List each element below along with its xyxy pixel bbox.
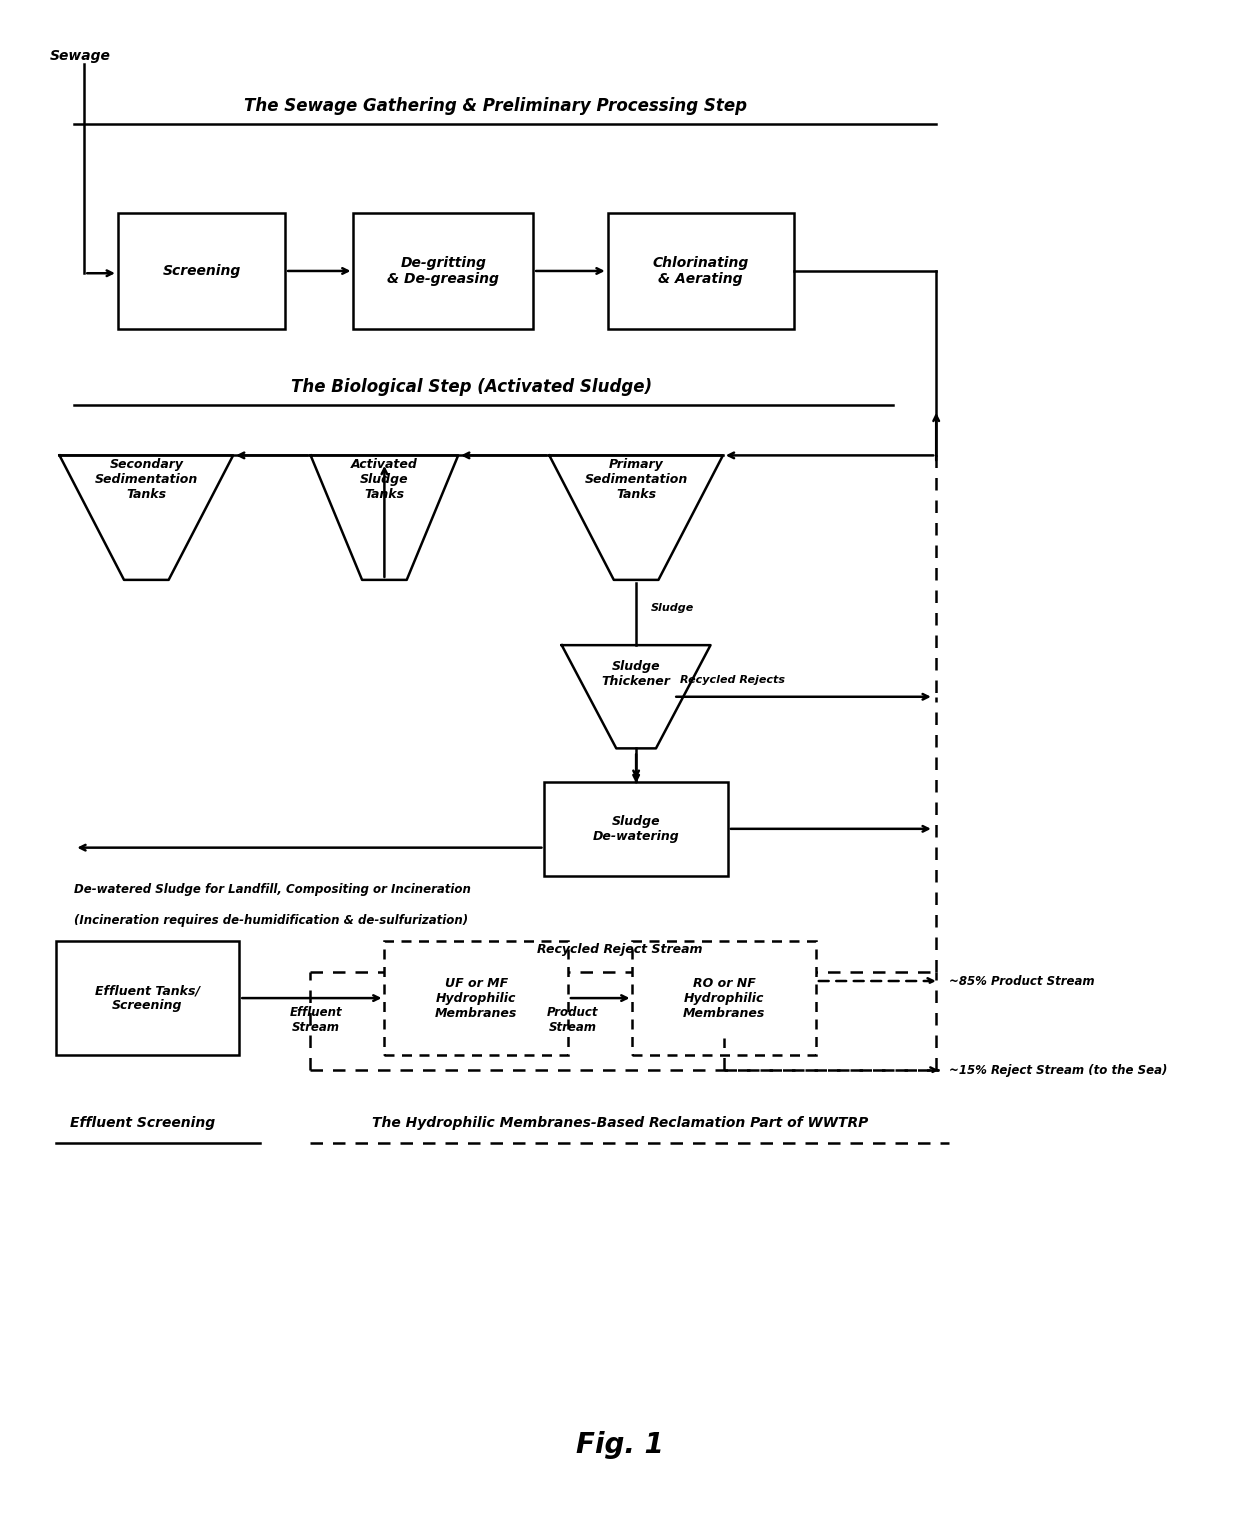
- Bar: [384, 941, 568, 1055]
- Text: Effluent
Stream: Effluent Stream: [290, 1006, 342, 1034]
- Text: De-gritting
& De-greasing: De-gritting & De-greasing: [387, 257, 500, 285]
- Text: The Biological Step (Activated Sludge): The Biological Step (Activated Sludge): [290, 378, 652, 396]
- Text: ~15% Reject Stream (to the Sea): ~15% Reject Stream (to the Sea): [949, 1064, 1167, 1076]
- Bar: [608, 213, 794, 329]
- Text: The Sewage Gathering & Preliminary Processing Step: The Sewage Gathering & Preliminary Proce…: [244, 97, 748, 115]
- Text: Sewage: Sewage: [50, 49, 110, 62]
- Text: Sludge: Sludge: [651, 603, 694, 613]
- Text: Activated
Sludge
Tanks: Activated Sludge Tanks: [351, 458, 418, 501]
- Text: Recycled Reject Stream: Recycled Reject Stream: [537, 943, 703, 956]
- Text: Recycled Rejects: Recycled Rejects: [680, 674, 785, 685]
- Text: ~85% Product Stream: ~85% Product Stream: [949, 975, 1094, 988]
- Text: Product
Stream: Product Stream: [547, 1006, 599, 1034]
- Text: Sludge
Thickener: Sludge Thickener: [601, 660, 671, 688]
- Text: Fig. 1: Fig. 1: [577, 1431, 663, 1459]
- Bar: [56, 941, 239, 1055]
- Text: Primary
Sedimentation
Tanks: Primary Sedimentation Tanks: [584, 458, 688, 501]
- Bar: [118, 213, 285, 329]
- Text: The Hydrophilic Membranes-Based Reclamation Part of WWTRP: The Hydrophilic Membranes-Based Reclamat…: [372, 1116, 868, 1129]
- Text: Effluent Screening: Effluent Screening: [69, 1116, 216, 1129]
- Text: Chlorinating
& Aerating: Chlorinating & Aerating: [652, 257, 749, 285]
- Text: Screening: Screening: [162, 264, 241, 278]
- Bar: [544, 782, 728, 876]
- Text: Effluent Tanks/
Screening: Effluent Tanks/ Screening: [95, 984, 200, 1013]
- Text: Sludge
De-watering: Sludge De-watering: [593, 815, 680, 842]
- Text: De-watered Sludge for Landfill, Compositing or Incineration: De-watered Sludge for Landfill, Composit…: [74, 883, 471, 897]
- Text: (Incineration requires de-humidification & de-sulfurization): (Incineration requires de-humidification…: [74, 914, 469, 927]
- Text: UF or MF
Hydrophilic
Membranes: UF or MF Hydrophilic Membranes: [435, 976, 517, 1020]
- Text: Secondary
Sedimentation
Tanks: Secondary Sedimentation Tanks: [94, 458, 198, 501]
- Bar: [632, 941, 816, 1055]
- Text: RO or NF
Hydrophilic
Membranes: RO or NF Hydrophilic Membranes: [683, 976, 765, 1020]
- Bar: [353, 213, 533, 329]
